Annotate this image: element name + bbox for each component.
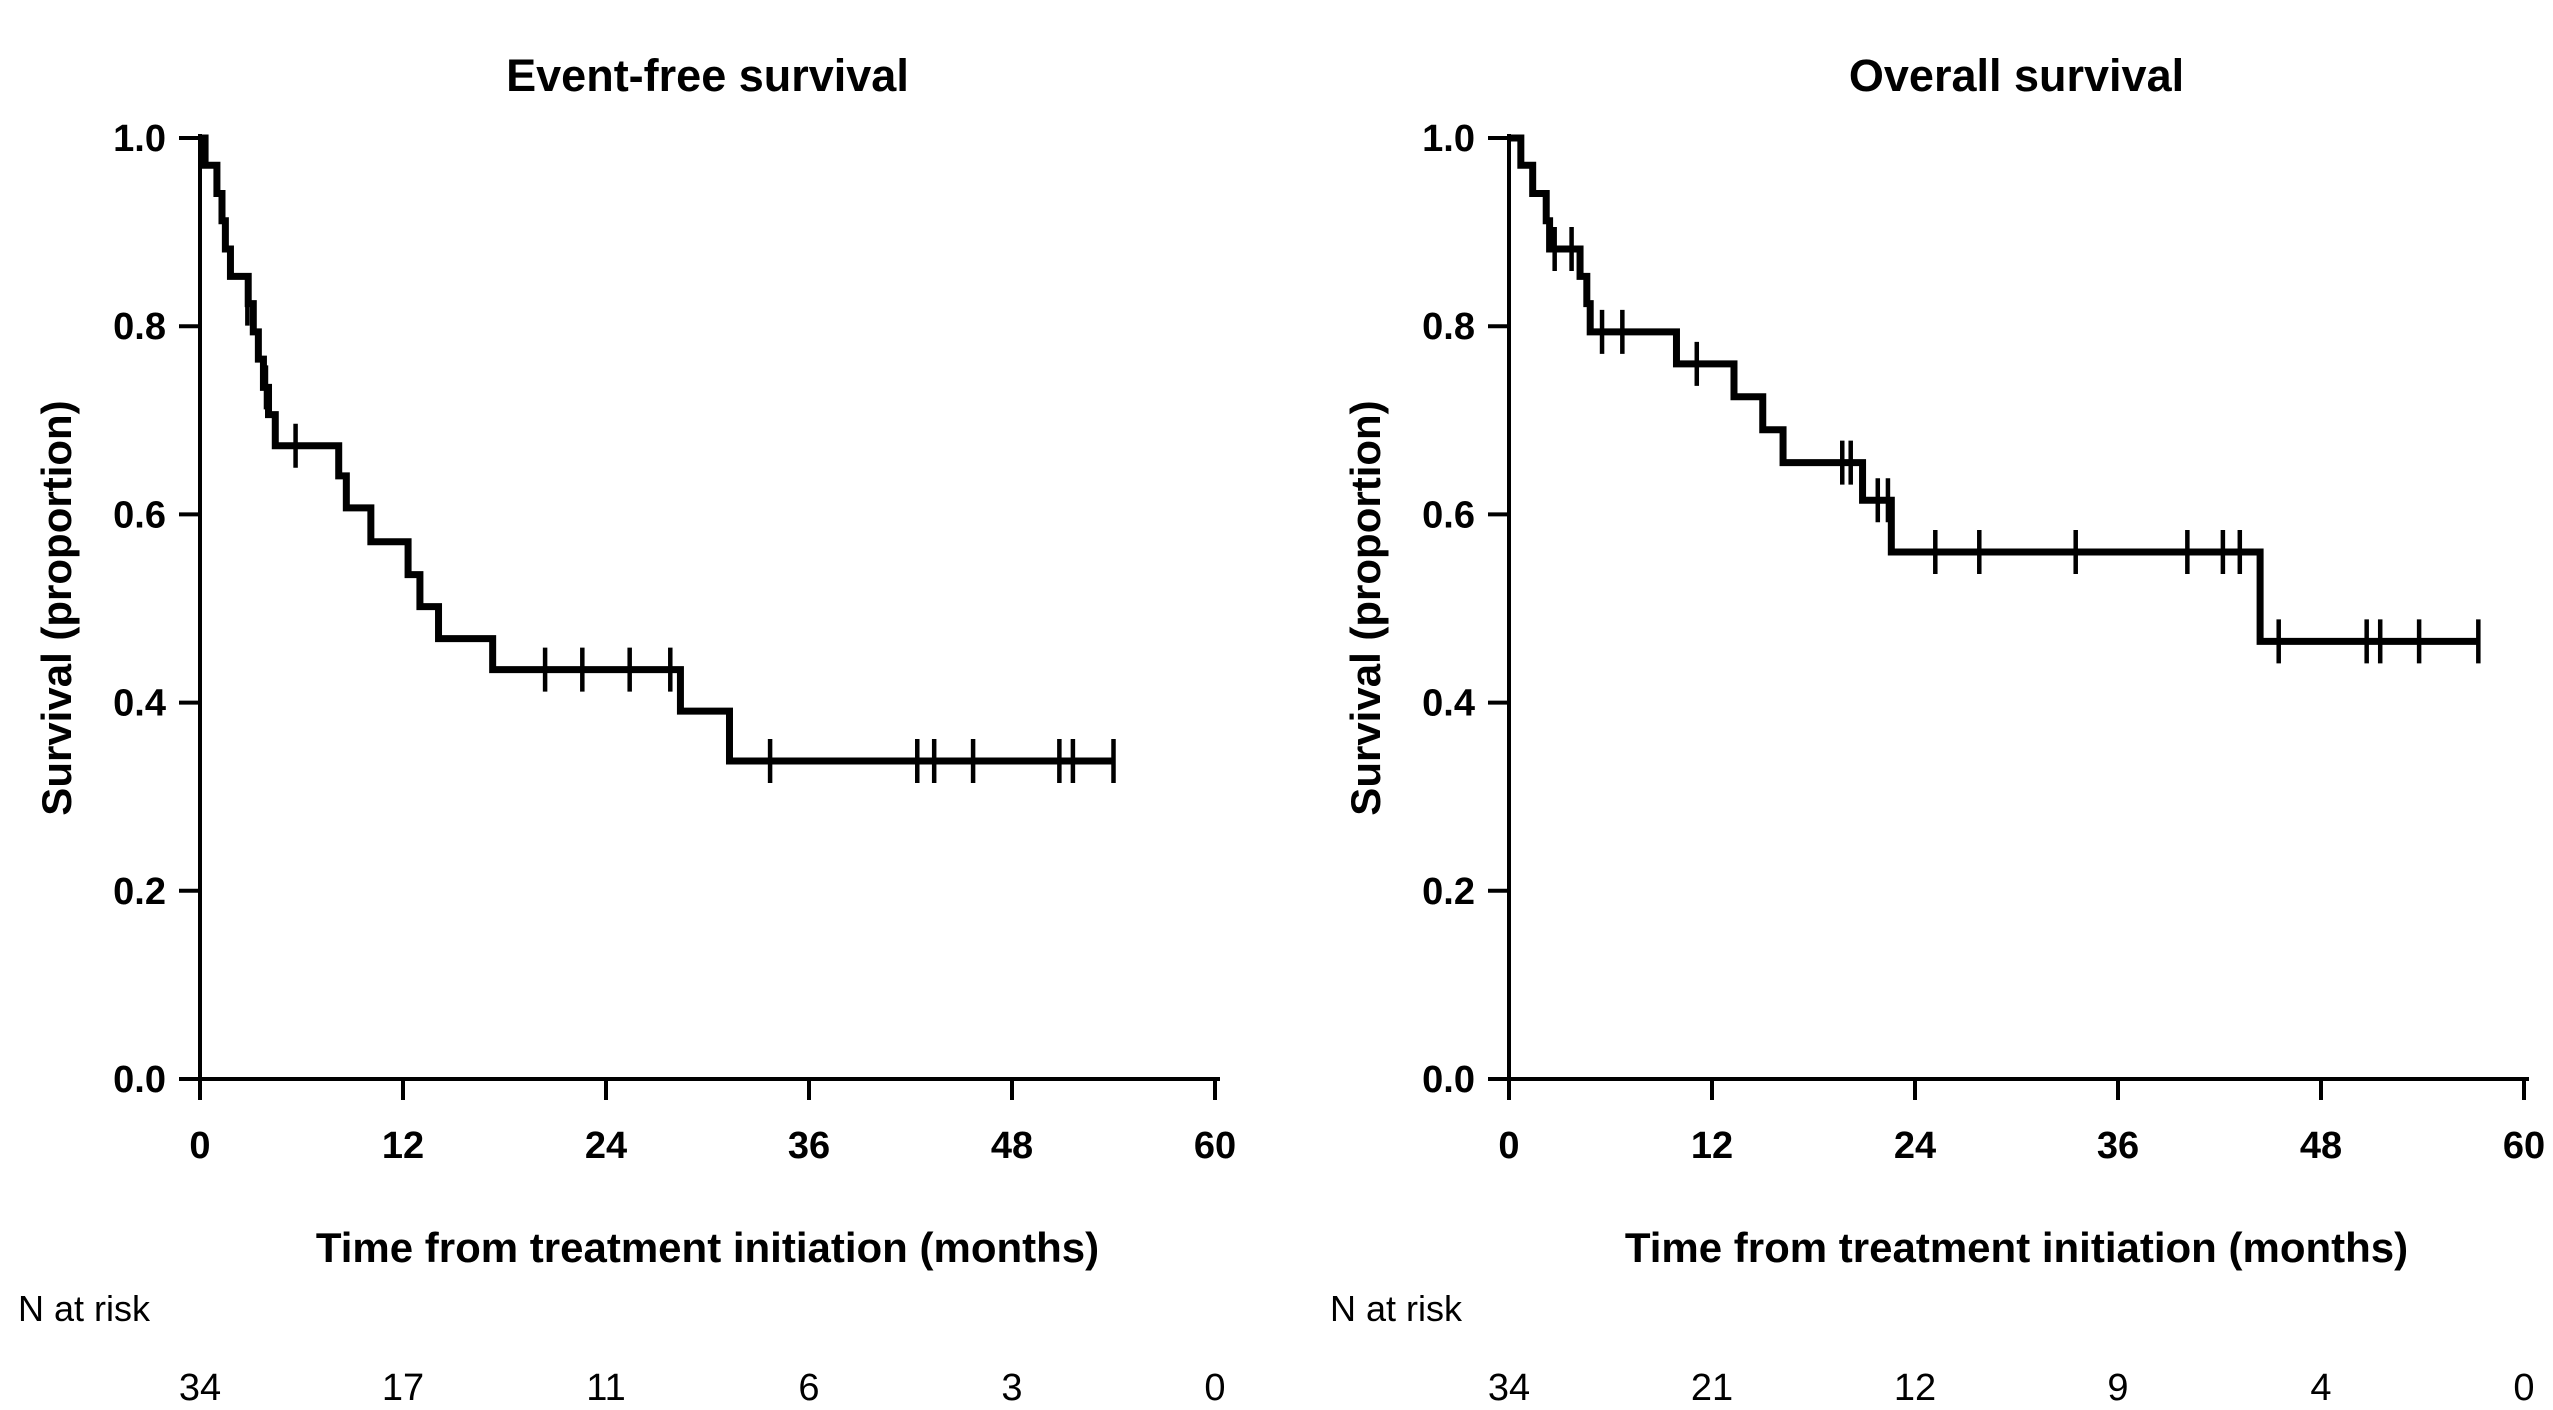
x-tick-label: 60: [1194, 1125, 1236, 1167]
chart-title-event-free: Event-free survival: [506, 50, 909, 101]
n-at-risk-value: 34: [1488, 1367, 1530, 1409]
y-tick-label: 0.2: [113, 871, 166, 913]
x-axis-label-event-free: Time from treatment initiation (months): [315, 1224, 1100, 1271]
y-tick-label: 1.0: [113, 118, 166, 160]
n-at-risk-value: 0: [1204, 1367, 1225, 1409]
n-at-risk-value: 4: [2310, 1367, 2331, 1409]
x-tick-label: 24: [585, 1125, 627, 1167]
x-tick-label: 48: [2300, 1125, 2342, 1167]
km-curve: [1509, 134, 2479, 645]
x-tick-label: 0: [1498, 1125, 1519, 1167]
n-at-risk-value: 34: [179, 1367, 221, 1409]
y-tick-label: 0.4: [113, 683, 166, 725]
x-tick-label: 12: [1691, 1125, 1733, 1167]
n-at-risk-value: 9: [2107, 1367, 2128, 1409]
x-tick-label: 48: [991, 1125, 1033, 1167]
panel-overall-survival: 0.0 0.2 0.4 0.6 0.8 1.0 0 12 24 36 48 60 34 21 12 9 4 0: [1422, 118, 2545, 1409]
n-at-risk-value: 3: [1001, 1367, 1022, 1409]
y-tick-label: 0.6: [1422, 494, 1475, 536]
n-at-risk-label-event-free: N at risk: [18, 1288, 151, 1329]
n-at-risk-value: 12: [1894, 1367, 1936, 1409]
y-tick-label: 0.8: [113, 306, 166, 348]
x-tick-label: 36: [788, 1125, 830, 1167]
y-tick-label: 0.2: [1422, 871, 1475, 913]
n-at-risk-value: 17: [382, 1367, 424, 1409]
n-at-risk-value: 6: [798, 1367, 819, 1409]
n-at-risk-value: 11: [586, 1367, 625, 1409]
x-tick-label: 60: [2503, 1125, 2545, 1167]
km-curve: [200, 134, 1114, 765]
y-axis-label-overall: Survival (proportion): [1342, 400, 1389, 816]
panel-event-free-survival: 0.0 0.2 0.4 0.6 0.8 1.0 0 12 24 36 48 60 34 17 11 6 3 0: [113, 118, 1236, 1409]
y-tick-label: 1.0: [1422, 118, 1475, 160]
n-at-risk-value: 21: [1691, 1367, 1733, 1409]
chart-title-overall: Overall survival: [1848, 50, 2185, 101]
n-at-risk-label-overall: N at risk: [1330, 1288, 1463, 1329]
y-axis-label-event-free: Survival (proportion): [33, 400, 80, 816]
x-tick-label: 36: [2097, 1125, 2139, 1167]
y-tick-label: 0.4: [1422, 683, 1475, 725]
y-tick-label: 0.8: [1422, 306, 1475, 348]
n-at-risk-value: 0: [2513, 1367, 2534, 1409]
y-tick-label: 0.0: [1422, 1059, 1475, 1101]
y-tick-label: 0.0: [113, 1059, 166, 1101]
x-tick-label: 24: [1894, 1125, 1936, 1167]
x-tick-label: 12: [382, 1125, 424, 1167]
y-tick-label: 0.6: [113, 494, 166, 536]
x-axis-label-overall: Time from treatment initiation (months): [1624, 1224, 2409, 1271]
x-tick-label: 0: [189, 1125, 210, 1167]
